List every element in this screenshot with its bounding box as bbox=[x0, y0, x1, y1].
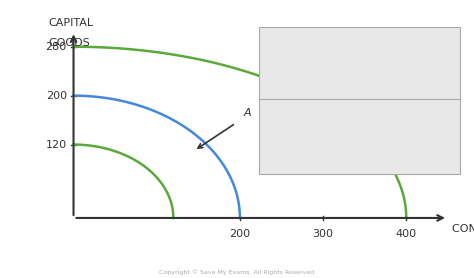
Text: Copyright © Save My Exams. All Rights Reserved: Copyright © Save My Exams. All Rights Re… bbox=[159, 270, 315, 275]
Text: CONSUMER GOODS: CONSUMER GOODS bbox=[452, 224, 474, 234]
Text: 280: 280 bbox=[46, 42, 67, 52]
Text: 300: 300 bbox=[312, 229, 334, 239]
Text: B – OUTWARD SHIFT IS
ECONOMIC GROWTH: B – OUTWARD SHIFT IS ECONOMIC GROWTH bbox=[269, 104, 386, 128]
Text: CAPITAL: CAPITAL bbox=[48, 18, 94, 28]
Text: B: B bbox=[263, 109, 271, 119]
Text: 400: 400 bbox=[396, 229, 417, 239]
Text: 120: 120 bbox=[46, 140, 67, 150]
Text: 200: 200 bbox=[229, 229, 250, 239]
Text: GOODS: GOODS bbox=[48, 38, 91, 48]
Text: 200: 200 bbox=[46, 91, 67, 101]
Text: A – INWARD SHIFT IS
ECONOMIC DECLINE: A – INWARD SHIFT IS ECONOMIC DECLINE bbox=[269, 31, 381, 56]
FancyBboxPatch shape bbox=[259, 26, 460, 101]
Text: A: A bbox=[244, 108, 252, 118]
FancyBboxPatch shape bbox=[259, 99, 460, 174]
